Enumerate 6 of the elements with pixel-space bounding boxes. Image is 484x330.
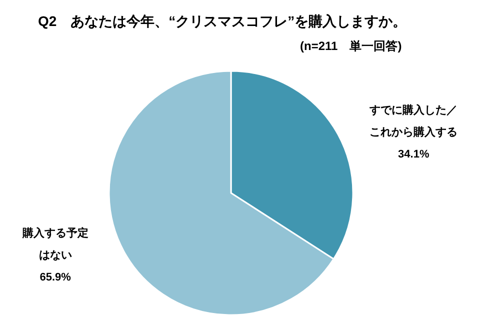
chart-subtitle: (n=211 単一回答) [300, 39, 402, 53]
slice-label: すでに購入した／これから購入する [368, 103, 458, 138]
data-label: 34.1% [398, 148, 430, 160]
chart-title: Q2 あなたは今年、“クリスマスコフレ”を購入しますか。 [38, 13, 407, 29]
slice-label: 購入する予定はない [21, 226, 88, 262]
data-label: 65.9% [40, 272, 72, 284]
